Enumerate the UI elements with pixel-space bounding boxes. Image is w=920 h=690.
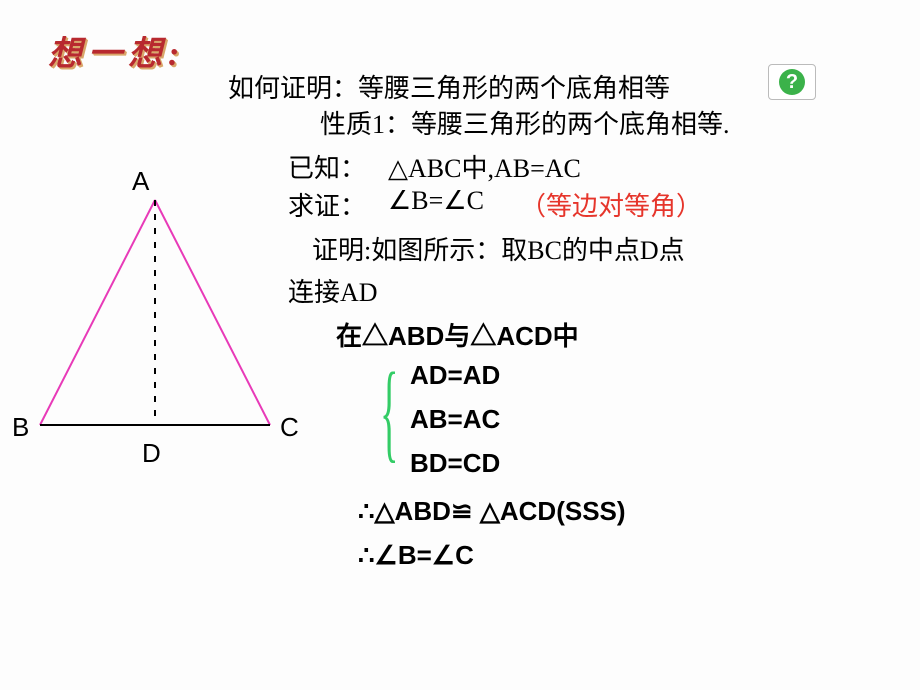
given-text: △ABC中,AB=AC [388,148,581,185]
triangle-figure [0,0,320,480]
conclusion-1: ∴△ABD≌ △ACD(SSS) [358,496,626,527]
brace-line-3: BD=CD [410,448,500,479]
brace-line-2: AB=AC [410,404,500,435]
vertex-c-label: C [280,412,299,443]
proof-line-3: 在△ABD与△ACD中 [336,316,579,353]
vertex-a-label: A [132,166,149,197]
brace-icon: { [380,348,398,475]
conclusion-2: ∴∠B=∠C [358,540,474,571]
prove-note: （等边对等角） [520,186,702,223]
vertex-b-label: B [12,412,29,443]
proof-line-1: 证明:如图所示：取BC的中点D点 [312,230,685,267]
prove-text: ∠B=∠C [388,186,484,216]
help-icon: ? [779,69,805,95]
brace-line-1: AD=AD [410,360,500,391]
help-button[interactable]: ? [768,64,816,100]
property-line: 性质1：等腰三角形的两个底角相等. [320,104,730,141]
vertex-d-label: D [142,438,161,469]
